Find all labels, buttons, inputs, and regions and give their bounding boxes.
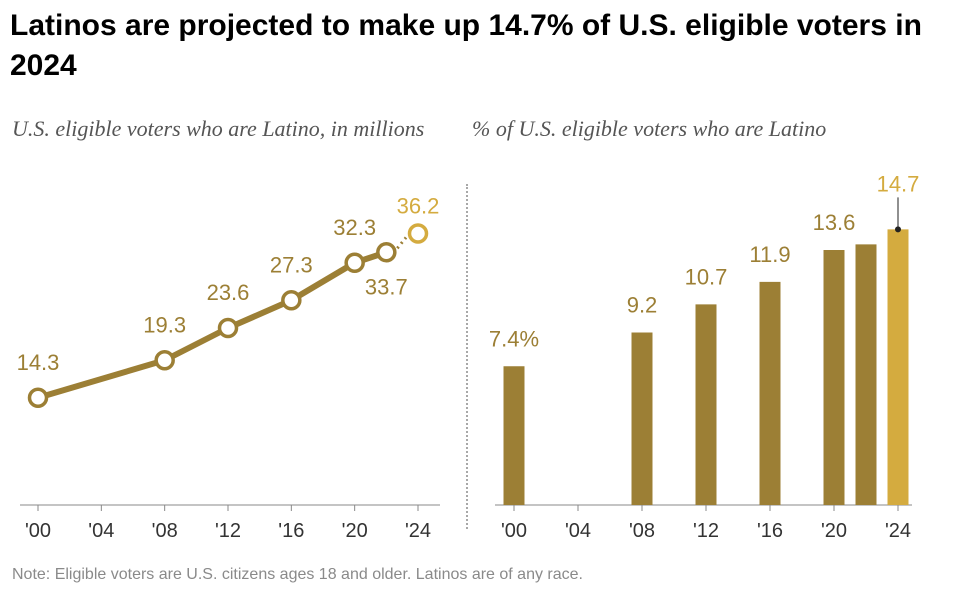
left-x-tick-label: '04 — [88, 520, 114, 542]
left-projection-connector — [396, 236, 408, 250]
left-series-line — [35, 249, 390, 401]
chart-title: Latinos are projected to make up 14.7% o… — [10, 9, 922, 82]
right-bar — [631, 332, 653, 505]
left-data-label: 19.3 — [143, 312, 186, 337]
right-bar-label: 9.2 — [627, 293, 658, 318]
left-data-label: 33.7 — [365, 274, 408, 299]
left-chart-subtitle: U.S. eligible voters who are Latino, in … — [12, 116, 425, 141]
footnote: Note: Eligible voters are U.S. citizens … — [12, 566, 583, 583]
right-annotation-dot — [895, 226, 901, 233]
left-data-point — [27, 387, 49, 408]
left-data-point — [344, 252, 365, 273]
left-data-label: 27.3 — [270, 252, 313, 277]
right-x-tick-label: '12 — [693, 520, 719, 542]
left-data-label: 14.3 — [17, 350, 60, 375]
right-chart-subtitle: % of U.S. eligible voters who are Latino — [472, 116, 827, 141]
right-x-tick-label: '16 — [757, 520, 783, 542]
left-x-tick-label: '12 — [215, 520, 241, 542]
right-bar-label: 14.7 — [877, 171, 920, 196]
left-x-tick-label: '16 — [278, 520, 304, 542]
right-x-tick-label: '24 — [885, 520, 911, 542]
right-bar — [695, 304, 717, 505]
right-bar — [759, 281, 781, 505]
right-bar-label: 10.7 — [685, 264, 728, 289]
right-x-tick-label: '20 — [821, 520, 847, 542]
left-data-point — [376, 242, 397, 263]
left-data-point — [154, 350, 175, 371]
right-bar — [823, 250, 845, 505]
right-x-tick-label: '04 — [565, 520, 591, 542]
right-x-tick-label: '08 — [629, 520, 655, 542]
left-x-tick-label: '08 — [152, 520, 178, 542]
left-x-tick-label: '24 — [405, 520, 431, 542]
left-x-tick-label: '20 — [342, 520, 368, 542]
left-data-label: 36.2 — [397, 194, 440, 219]
left-x-tick-label: '00 — [25, 520, 51, 542]
right-bar — [887, 229, 909, 505]
right-bar-label: 13.6 — [813, 210, 856, 235]
right-bar — [855, 244, 877, 505]
right-x-tick-label: '00 — [501, 520, 527, 542]
left-data-point — [407, 223, 429, 244]
left-data-label: 32.3 — [333, 215, 376, 240]
left-data-label: 23.6 — [207, 280, 250, 305]
right-bar — [503, 366, 525, 505]
panel-divider — [466, 184, 468, 529]
left-data-point — [281, 290, 302, 311]
right-bar-label: 11.9 — [749, 242, 790, 267]
left-data-point — [217, 317, 239, 339]
right-bar-label: 7.4% — [489, 326, 539, 351]
